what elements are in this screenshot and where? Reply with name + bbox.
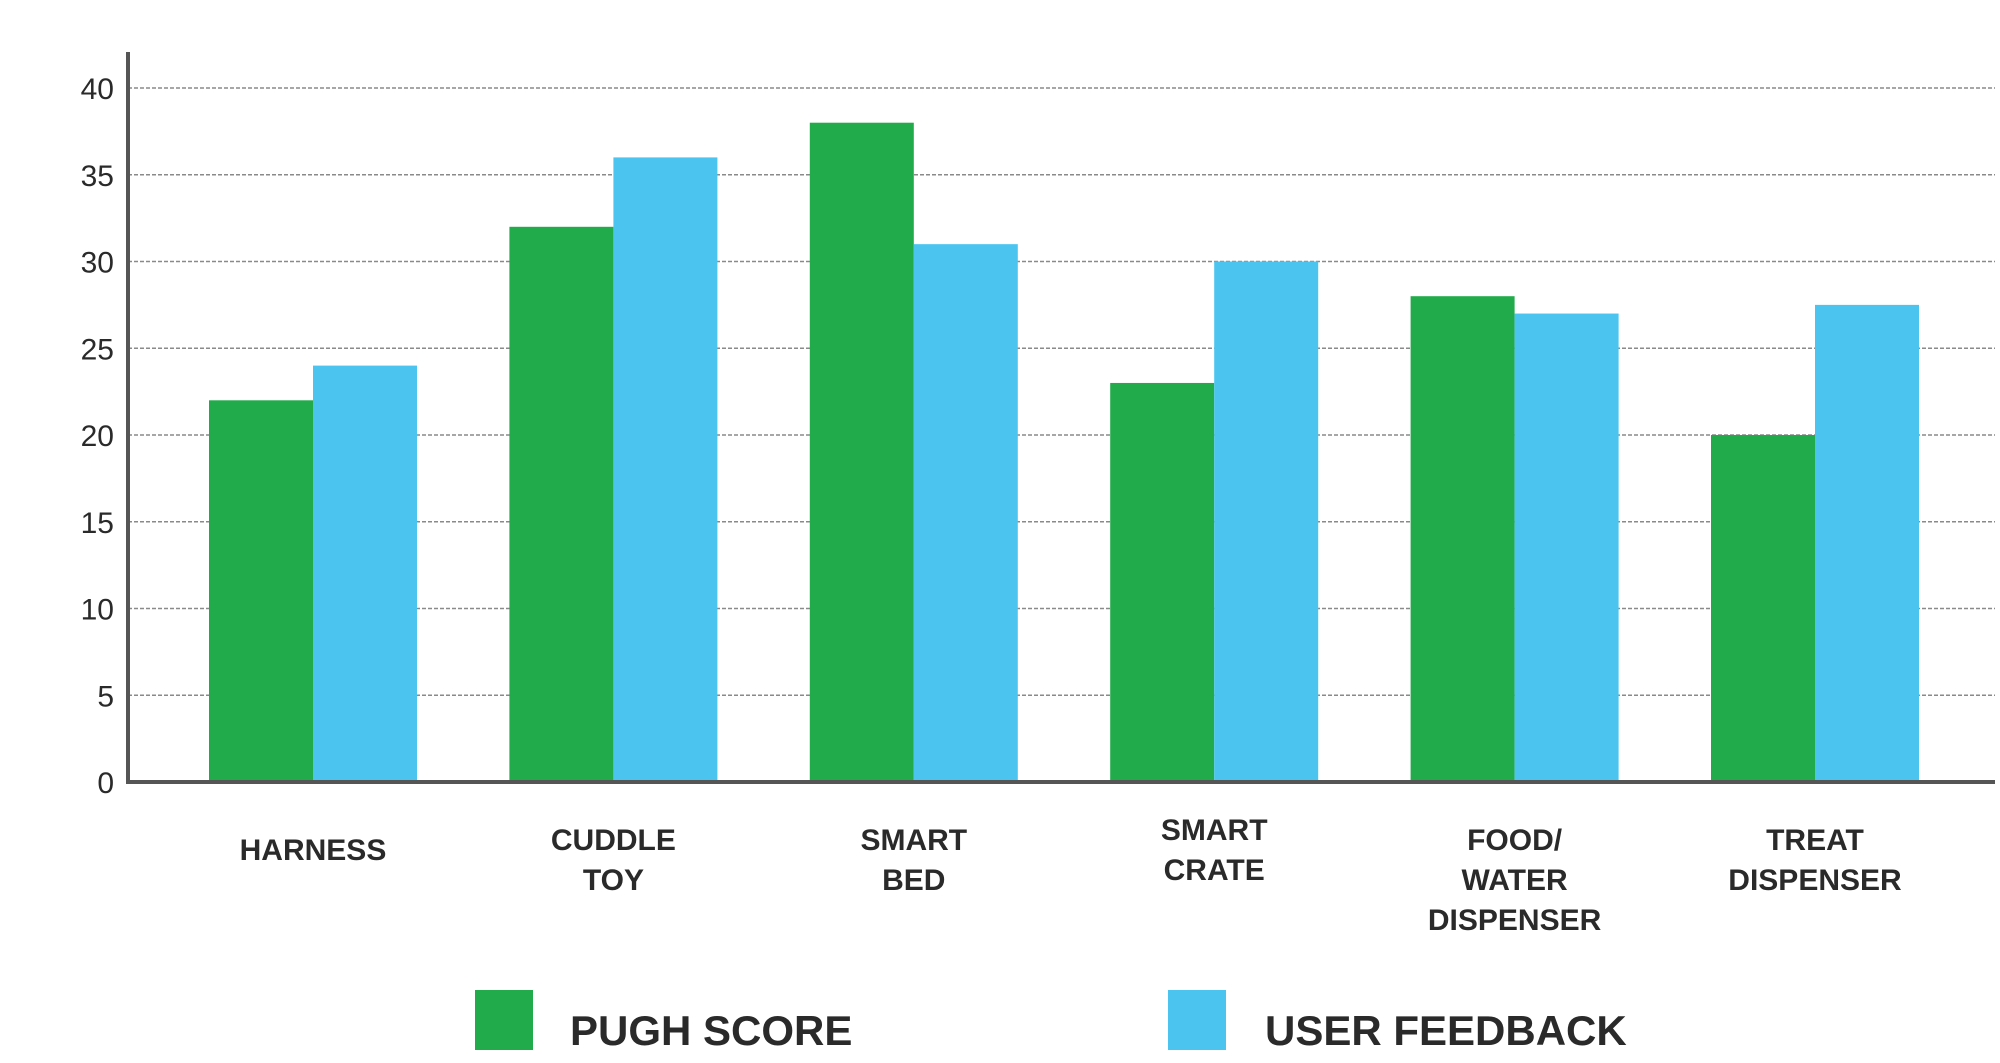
legend-label-user-feedback: USER FEEDBACK [1265, 1007, 1627, 1054]
y-tick-label-0: 0 [97, 767, 114, 800]
bar-pugh-score-2 [809, 122, 914, 782]
bar-pugh-score-4 [1410, 296, 1515, 782]
bar-user-feedback-3 [1214, 261, 1319, 782]
y-tick-label-15: 15 [81, 507, 114, 540]
x-category-label-2: SMART BED [860, 824, 967, 897]
x-category-label-line: HARNESS [240, 834, 387, 867]
x-category-label-1: CUDDLE TOY [551, 824, 676, 897]
y-tick-label-25: 25 [81, 333, 114, 366]
bars [209, 122, 1919, 783]
bar-user-feedback-4 [1514, 313, 1619, 782]
y-tick-label-20: 20 [81, 420, 114, 453]
x-category-label-line: CRATE [1164, 854, 1265, 887]
bar-pugh-score-1 [509, 226, 614, 783]
x-category-label-line: DISPENSER [1728, 864, 1902, 897]
x-category-label-line: SMART [1161, 814, 1268, 847]
y-axis-ticks: 0 5 10 15 20 25 30 35 40 [81, 73, 114, 800]
x-category-label-line: TOY [583, 864, 644, 897]
y-tick-label-35: 35 [81, 160, 114, 193]
x-category-label-4: FOOD/WATER DISPENSER [1428, 824, 1602, 937]
x-category-label-line: BED [882, 864, 945, 897]
x-category-label-line: TREAT [1766, 824, 1864, 857]
x-category-label-5: TREAT DISPENSER [1728, 824, 1902, 897]
bar-pugh-score-5 [1711, 435, 1815, 782]
x-category-label-line: SMART [860, 824, 967, 857]
x-category-label-line: CUDDLE [551, 824, 676, 857]
bar-user-feedback-0 [313, 365, 417, 782]
y-tick-label-40: 40 [81, 73, 114, 106]
gridlines [128, 87, 1995, 696]
x-category-label-0: HARNESS [240, 834, 387, 867]
bar-user-feedback-2 [913, 244, 1018, 782]
x-category-label-line: WATER [1462, 864, 1568, 897]
legend-swatch-user-feedback [1168, 990, 1226, 1050]
x-category-label-line: DISPENSER [1428, 904, 1602, 937]
y-tick-label-30: 30 [81, 247, 114, 280]
y-tick-label-10: 10 [81, 594, 114, 627]
x-category-label-3: SMART CRATE [1161, 814, 1268, 887]
legend-swatch-pugh-score [475, 990, 533, 1050]
bar-user-feedback-5 [1815, 304, 1919, 782]
y-tick-label-5: 5 [97, 680, 114, 713]
legend-label-pugh-score: PUGH SCORE [570, 1007, 852, 1054]
bar-pugh-score-3 [1110, 382, 1215, 782]
x-category-label-line: FOOD/ [1467, 824, 1563, 857]
x-axis-category-labels: HARNESS CUDDLE TOY SMART BED SMART CRATE FOOD/W… [240, 814, 1902, 937]
legend: PUGH SCORE USER FEEDBACK [475, 990, 1627, 1054]
bar-pugh-score-0 [209, 400, 313, 782]
axes [126, 52, 1995, 784]
bar-user-feedback-1 [613, 157, 718, 782]
